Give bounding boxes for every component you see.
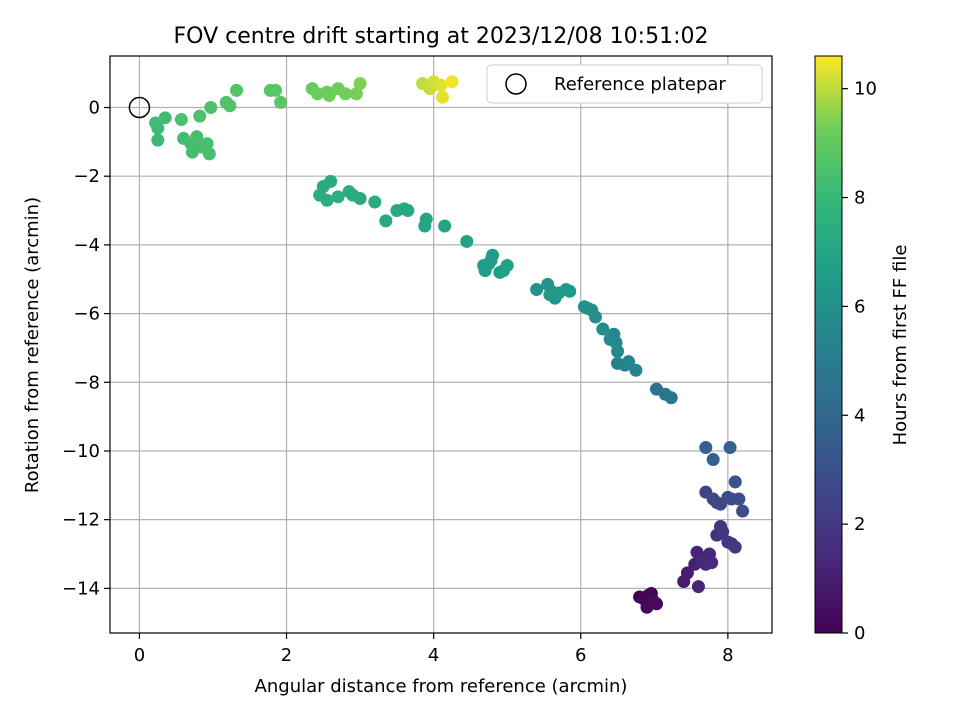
reference-marker — [128, 96, 151, 119]
colorbar-tick-label: 4 — [854, 405, 865, 426]
data-point — [185, 145, 199, 159]
data-point — [230, 83, 244, 97]
data-point — [202, 147, 216, 161]
data-point — [435, 90, 449, 104]
legend-box — [486, 64, 763, 104]
data-point — [349, 87, 363, 101]
data-point — [401, 204, 415, 218]
data-point — [577, 300, 591, 314]
x-tick-label: 6 — [575, 645, 586, 666]
data-point — [438, 219, 452, 233]
data-point — [706, 453, 720, 467]
data-point — [530, 283, 544, 297]
data-point — [664, 391, 678, 405]
y-axis-label: Rotation from reference (arcmin) — [22, 197, 43, 493]
y-tick-label: −4 — [73, 235, 100, 256]
data-point — [322, 88, 336, 102]
data-point — [274, 95, 288, 109]
data-point — [629, 363, 643, 377]
colorbar-tick-label: 8 — [854, 188, 865, 209]
colorbar-gradient — [814, 55, 843, 634]
grid-lines — [110, 56, 772, 633]
data-point — [716, 525, 730, 539]
x-tick-label: 0 — [134, 645, 145, 666]
colorbar-tick-label: 0 — [854, 623, 865, 644]
data-point — [728, 540, 742, 554]
data-point — [174, 113, 188, 127]
data-point — [736, 504, 750, 518]
data-point — [497, 264, 511, 278]
data-point — [434, 78, 448, 92]
data-point — [611, 344, 625, 358]
legend: Reference platepar — [486, 64, 763, 104]
colorbar: 0 2 4 6 8 10 Hours from first FF file — [814, 55, 911, 644]
reference-platepar-marker — [128, 96, 151, 119]
data-point — [204, 101, 218, 115]
data-point — [588, 310, 602, 324]
data-point — [193, 109, 207, 123]
data-point — [723, 441, 737, 455]
data-point — [732, 492, 746, 506]
data-point — [269, 83, 282, 97]
data-point — [418, 219, 432, 233]
y-tick-label: −8 — [73, 372, 100, 393]
data-point — [379, 214, 393, 228]
data-point — [151, 133, 165, 147]
data-point — [149, 116, 163, 130]
x-axis-ticks: 0 2 4 6 8 — [134, 633, 734, 666]
colorbar-tick-label: 2 — [854, 514, 865, 535]
y-tick-label: 0 — [89, 98, 100, 119]
legend-label: Reference platepar — [554, 74, 726, 95]
data-point — [680, 566, 694, 580]
y-tick-label: −6 — [73, 304, 100, 325]
y-axis-ticks: 0 −2 −4 −6 −8 −10 −12 −14 — [62, 98, 110, 599]
data-point — [158, 111, 172, 125]
chart-title: FOV centre drift starting at 2023/12/08 … — [174, 24, 709, 49]
y-tick-label: −10 — [62, 441, 100, 462]
data-point — [445, 75, 459, 89]
legend-marker — [505, 73, 527, 95]
data-point — [200, 137, 214, 151]
colorbar-label: Hours from first FF file — [890, 245, 911, 446]
data-point — [338, 87, 352, 101]
x-tick-label: 4 — [428, 645, 439, 666]
data-point — [342, 185, 356, 199]
data-point — [353, 76, 367, 90]
colorbar-ticks: 0 2 4 6 8 10 — [842, 79, 877, 644]
data-point — [646, 593, 660, 607]
x-tick-label: 2 — [281, 645, 292, 666]
data-point — [695, 554, 709, 568]
data-point — [596, 322, 610, 336]
y-tick-label: −12 — [62, 510, 100, 531]
data-point — [460, 234, 474, 248]
y-tick-label: −2 — [73, 166, 100, 187]
colorbar-tick-label: 10 — [854, 79, 877, 100]
data-point — [368, 195, 382, 209]
data-point — [728, 475, 742, 489]
data-point — [699, 441, 713, 455]
data-point — [691, 580, 705, 594]
colorbar-tick-label: 6 — [854, 296, 865, 317]
data-point — [223, 99, 237, 113]
data-points — [149, 75, 750, 614]
data-point — [622, 355, 636, 369]
data-point — [190, 130, 204, 144]
data-point — [563, 284, 577, 298]
data-point — [478, 264, 492, 278]
data-point — [320, 193, 334, 207]
data-point — [331, 190, 345, 204]
x-tick-label: 8 — [722, 645, 733, 666]
x-axis-label: Angular distance from reference (arcmin) — [255, 676, 628, 697]
y-tick-label: −14 — [62, 578, 100, 599]
plot-area-frame — [109, 55, 773, 634]
